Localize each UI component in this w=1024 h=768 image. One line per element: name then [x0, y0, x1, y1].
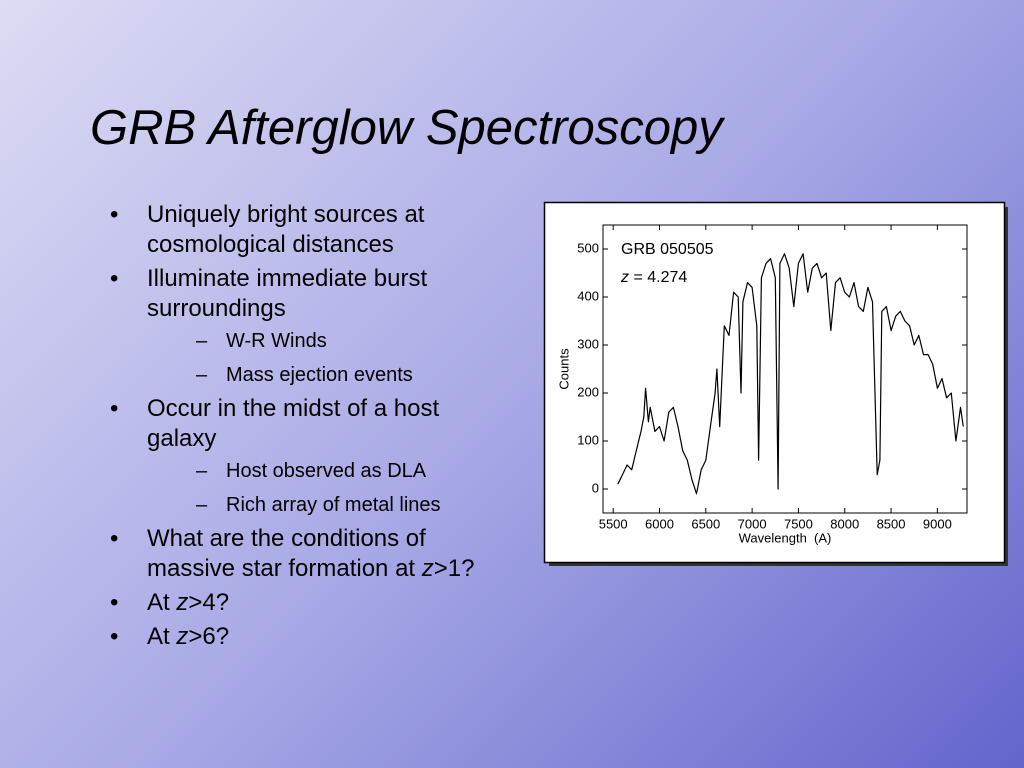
annotation-italic: z	[620, 269, 629, 286]
y-tick-label: 300	[577, 336, 599, 351]
bullet-text: >4?	[188, 589, 230, 616]
bullet-text-italic: z	[421, 555, 434, 582]
sub-bullet: W-R Winds	[191, 324, 510, 358]
bullet: At z>4?	[110, 588, 510, 618]
sub-list: Host observed as DLA Rich array of metal…	[147, 454, 510, 522]
bullet-text: Illuminate immediate burst surroundings	[147, 265, 428, 322]
bullet-text-italic: z	[176, 589, 189, 616]
bullet-text-italic: z	[176, 623, 189, 650]
y-tick-label: 400	[577, 288, 599, 303]
sub-list: W-R Winds Mass ejection events	[147, 324, 510, 392]
slide-title: GRB Afterglow Spectroscopy	[90, 101, 723, 155]
bullet-text: What are the conditions of massive star …	[147, 525, 426, 582]
x-axis-label: Wavelength (A)	[739, 530, 832, 545]
bullet-list: Uniquely bright sources at cosmological …	[110, 200, 510, 656]
annotation: z = 4.274	[620, 269, 687, 286]
y-tick-label: 200	[577, 384, 599, 399]
x-tick-label: 6000	[645, 516, 674, 531]
y-tick-label: 100	[577, 432, 599, 447]
sub-bullet: Mass ejection events	[191, 358, 510, 392]
bullet: What are the conditions of massive star …	[110, 524, 510, 584]
bullet-text: >1?	[433, 555, 475, 582]
x-tick-label: 6500	[691, 516, 720, 531]
x-tick-label: 7500	[784, 516, 813, 531]
bullet-text: At	[147, 589, 177, 616]
x-tick-label: 9000	[923, 516, 952, 531]
annotation-text: = 4.274	[629, 269, 687, 286]
bullet: At z>6?	[110, 622, 510, 652]
sub-bullet: Rich array of metal lines	[191, 488, 510, 522]
annotation: GRB 050505	[621, 241, 714, 258]
bullet-text: At	[147, 623, 177, 650]
y-tick-label: 500	[577, 240, 599, 255]
bullet: Occur in the midst of a host galaxy Host…	[110, 394, 510, 522]
plot-box	[602, 224, 968, 514]
bullet-text: >6?	[188, 623, 230, 650]
y-tick-label: 0	[592, 480, 599, 495]
spectrum-line	[617, 253, 964, 495]
x-tick-label: 5500	[599, 516, 628, 531]
bullet: Illuminate immediate burst surroundings …	[110, 264, 510, 392]
x-tick-label: 7000	[738, 516, 767, 531]
y-axis-label: Counts	[556, 348, 571, 390]
x-tick-label: 8000	[830, 516, 859, 531]
bullet-text: Occur in the midst of a host galaxy	[147, 395, 440, 452]
bullet-text: Uniquely bright sources at cosmological …	[147, 201, 425, 258]
frame	[543, 201, 1006, 564]
bullet: Uniquely bright sources at cosmological …	[110, 200, 510, 260]
sub-bullet: Host observed as DLA	[191, 454, 510, 488]
x-tick-label: 8500	[877, 516, 906, 531]
